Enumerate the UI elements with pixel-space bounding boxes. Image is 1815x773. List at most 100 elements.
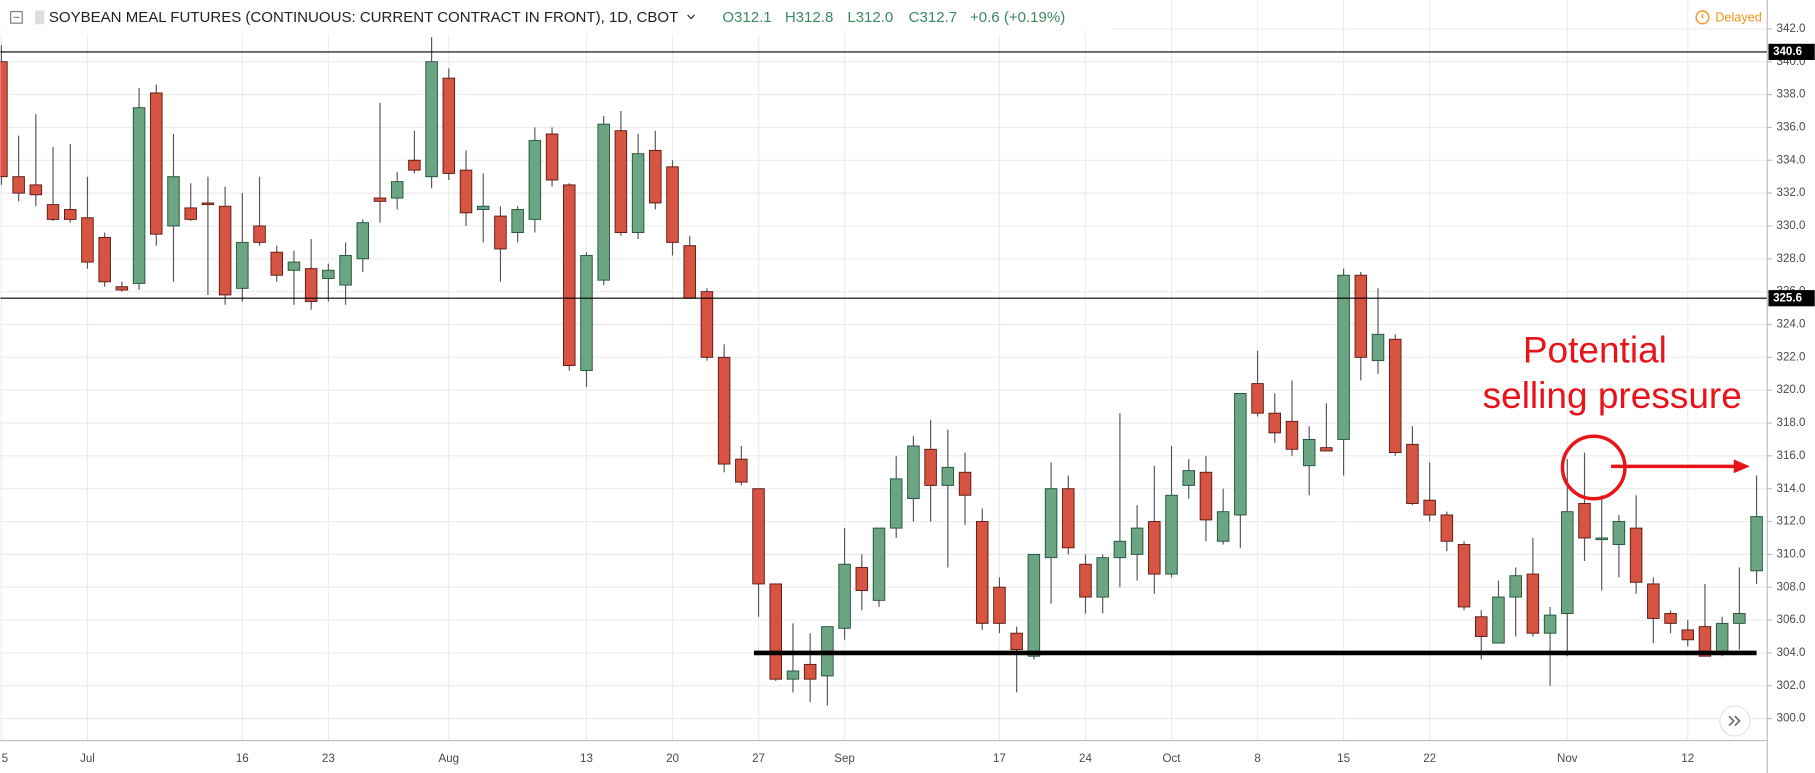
y-tick-label: 306.0	[1777, 614, 1806, 626]
plot	[0, 37, 1768, 706]
delayed-icon	[1695, 10, 1710, 25]
y-tick-label: 324.0	[1777, 319, 1806, 331]
candle-body	[12, 176, 25, 194]
candle-body	[1079, 563, 1092, 598]
candle-body	[511, 209, 524, 233]
candle-body	[390, 181, 404, 199]
candle-body	[1543, 614, 1557, 634]
candle-body	[236, 241, 249, 289]
candle-body	[1268, 412, 1282, 434]
candle-body	[98, 236, 111, 283]
x-tick-label: 12	[1681, 753, 1694, 765]
candle-body	[459, 169, 473, 214]
candle-body	[1612, 521, 1626, 545]
candle-body	[356, 222, 370, 260]
candle-body	[270, 251, 283, 276]
candle-body	[1113, 540, 1127, 559]
candle-body	[1371, 333, 1385, 362]
candle-body	[1526, 573, 1540, 634]
candle-body	[1698, 626, 1712, 657]
candle-body	[1733, 613, 1746, 624]
candle-body	[1010, 632, 1023, 651]
candle-body	[631, 153, 645, 233]
y-tick-label: 338.0	[1777, 89, 1806, 101]
x-tick-label: 22	[1423, 753, 1436, 765]
level-label: 325.6	[1773, 292, 1803, 304]
candle-body	[597, 123, 610, 281]
x-tick-label: Jul	[80, 753, 95, 765]
candle-body	[1130, 527, 1144, 555]
candle-body	[528, 140, 542, 220]
x-tick-label: 8	[1254, 753, 1260, 765]
candle-body	[253, 225, 266, 243]
x-tick-label: Nov	[1557, 753, 1578, 765]
candle-body	[889, 478, 903, 529]
candle-body	[1182, 470, 1195, 486]
candle-body	[304, 268, 318, 302]
candle-body	[717, 356, 731, 465]
y-tick-label: 318.0	[1777, 417, 1806, 429]
candle-body	[201, 202, 215, 206]
delayed-status: Delayed	[1715, 9, 1762, 24]
candle-body	[29, 184, 43, 196]
candle-body	[1457, 544, 1471, 608]
collapse-button[interactable]	[10, 10, 23, 24]
ohlc-open: O312.1	[722, 9, 771, 26]
level-label: 340.6	[1773, 46, 1803, 58]
candle-body	[683, 245, 696, 299]
candle-body	[1234, 392, 1247, 516]
level-label-bg	[1768, 290, 1815, 307]
x-tick-label: 27	[752, 753, 765, 765]
candle-body	[563, 184, 576, 367]
scroll-icon	[1728, 715, 1741, 727]
candle-body	[1440, 514, 1454, 542]
candle-body	[1354, 274, 1368, 358]
y-tick-label: 322.0	[1777, 351, 1806, 363]
candle-body	[150, 92, 163, 235]
y-tick-label: 336.0	[1777, 121, 1806, 133]
candle-body	[1647, 583, 1660, 619]
candle-body	[1509, 575, 1522, 598]
ohlc-change: +0.6 (+0.19%)	[970, 9, 1065, 26]
symbol-dropdown[interactable]	[687, 14, 696, 20]
candle-body	[941, 466, 955, 486]
candle-body	[1561, 511, 1574, 614]
candle-body	[649, 149, 662, 204]
candle-body	[1027, 553, 1041, 657]
candle-body	[666, 166, 679, 243]
level-label-bg	[1768, 43, 1815, 60]
candle-body	[1492, 596, 1505, 644]
candle-body	[1199, 471, 1213, 521]
y-tick-label: 330.0	[1777, 220, 1806, 232]
candle-body	[1629, 527, 1643, 583]
y-tick-label: 316.0	[1777, 450, 1806, 462]
candle-body	[958, 471, 972, 496]
candle-body	[1251, 383, 1264, 414]
x-tick-label: 13	[580, 753, 593, 765]
candle-body	[1302, 438, 1316, 467]
candle-body	[1664, 613, 1677, 624]
candle-body	[1578, 503, 1591, 539]
candle-body	[442, 77, 456, 174]
candle-body	[287, 261, 301, 271]
candle-body	[1595, 537, 1608, 541]
candle-body	[1750, 516, 1763, 572]
candle-body	[1337, 274, 1350, 440]
candle-body	[46, 204, 60, 220]
y-tick-label: 320.0	[1777, 384, 1806, 396]
y-tick-label: 328.0	[1777, 253, 1806, 265]
candle-body	[924, 448, 937, 486]
candle-body	[322, 269, 335, 279]
x-tick-label: 20	[666, 753, 679, 765]
candle-body	[64, 209, 77, 220]
candle-body	[752, 488, 765, 585]
y-tick-label: 308.0	[1777, 581, 1806, 593]
candle-body	[1475, 616, 1488, 637]
ohlc-high: H312.8	[785, 9, 833, 26]
y-tick-label: 334.0	[1777, 154, 1806, 166]
annotation-line-2: selling pressure	[1483, 374, 1742, 416]
candle-body	[218, 205, 232, 296]
y-tick-label: 304.0	[1777, 647, 1806, 659]
candle-body	[1062, 488, 1075, 549]
